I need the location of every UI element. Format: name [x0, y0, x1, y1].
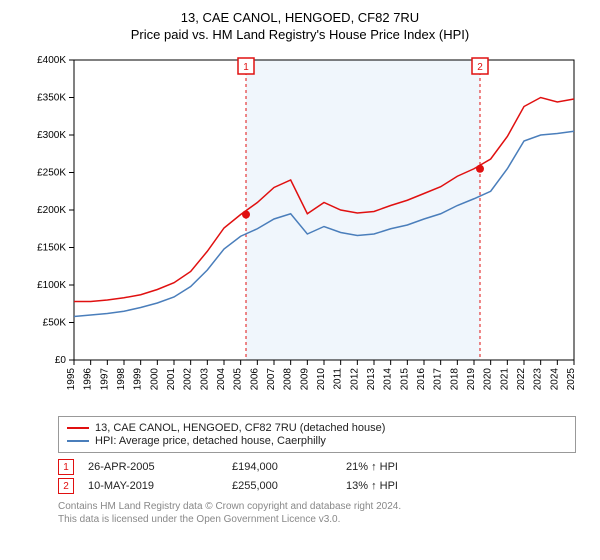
- legend: 13, CAE CANOL, HENGOED, CF82 7RU (detach…: [58, 416, 576, 453]
- svg-text:2009: 2009: [299, 368, 310, 391]
- svg-text:£300K: £300K: [37, 130, 66, 141]
- svg-text:2003: 2003: [199, 368, 210, 391]
- svg-text:2014: 2014: [383, 368, 394, 391]
- sale-marker: 2: [58, 478, 74, 494]
- svg-text:2016: 2016: [416, 368, 427, 391]
- footer: Contains HM Land Registry data © Crown c…: [58, 500, 558, 526]
- chart-title: 13, CAE CANOL, HENGOED, CF82 7RU: [16, 10, 584, 25]
- svg-text:2024: 2024: [549, 368, 560, 391]
- legend-swatch: [67, 440, 89, 442]
- footer-line: Contains HM Land Registry data © Crown c…: [58, 500, 558, 513]
- svg-text:2000: 2000: [149, 368, 160, 391]
- svg-text:£150K: £150K: [37, 243, 66, 254]
- svg-text:2001: 2001: [166, 368, 177, 391]
- legend-item: HPI: Average price, detached house, Caer…: [67, 435, 567, 447]
- sale-price: £255,000: [232, 480, 332, 492]
- svg-text:2013: 2013: [366, 368, 377, 391]
- price-chart: £0 £50K £100K £150K £200K £250K £300K £350K £400…: [24, 50, 584, 410]
- svg-text:2017: 2017: [433, 368, 444, 391]
- svg-text:2023: 2023: [533, 368, 544, 391]
- svg-text:2: 2: [477, 62, 483, 73]
- sales-list: 1 26-APR-2005 £194,000 21% ↑ HPI 2 10-MA…: [58, 459, 558, 494]
- svg-text:2021: 2021: [499, 368, 510, 391]
- legend-swatch: [67, 427, 89, 429]
- svg-text:2008: 2008: [283, 368, 294, 391]
- sale-price: £194,000: [232, 461, 332, 473]
- svg-text:2006: 2006: [249, 368, 260, 391]
- svg-text:2015: 2015: [399, 368, 410, 391]
- sale-row: 1 26-APR-2005 £194,000 21% ↑ HPI: [58, 459, 558, 475]
- svg-text:1996: 1996: [83, 368, 94, 391]
- svg-text:1: 1: [243, 62, 249, 73]
- chart-subtitle: Price paid vs. HM Land Registry's House …: [16, 27, 584, 42]
- legend-label: HPI: Average price, detached house, Caer…: [95, 435, 326, 447]
- svg-text:2005: 2005: [233, 368, 244, 391]
- sale-date: 10-MAY-2019: [88, 480, 218, 492]
- svg-text:2025: 2025: [566, 368, 577, 391]
- svg-text:2018: 2018: [449, 368, 460, 391]
- svg-text:2007: 2007: [266, 368, 277, 391]
- svg-text:£200K: £200K: [37, 205, 66, 216]
- footer-line: This data is licensed under the Open Gov…: [58, 513, 558, 526]
- sale-marker: 1: [58, 459, 74, 475]
- svg-text:£100K: £100K: [37, 280, 66, 291]
- svg-text:2010: 2010: [316, 368, 327, 391]
- svg-text:1998: 1998: [116, 368, 127, 391]
- legend-label: 13, CAE CANOL, HENGOED, CF82 7RU (detach…: [95, 422, 385, 434]
- sale-pct: 21% ↑ HPI: [346, 461, 456, 473]
- legend-item: 13, CAE CANOL, HENGOED, CF82 7RU (detach…: [67, 422, 567, 434]
- svg-text:2011: 2011: [333, 368, 344, 390]
- sale-pct: 13% ↑ HPI: [346, 480, 456, 492]
- svg-text:2020: 2020: [483, 368, 494, 391]
- svg-text:2012: 2012: [349, 368, 360, 391]
- svg-text:£400K: £400K: [37, 55, 66, 66]
- svg-text:1997: 1997: [99, 368, 110, 391]
- svg-text:1999: 1999: [133, 368, 144, 391]
- svg-text:2022: 2022: [516, 368, 527, 391]
- sale-row: 2 10-MAY-2019 £255,000 13% ↑ HPI: [58, 478, 558, 494]
- svg-text:£50K: £50K: [43, 318, 67, 329]
- svg-text:£0: £0: [55, 355, 67, 366]
- svg-text:2019: 2019: [466, 368, 477, 391]
- svg-text:1995: 1995: [66, 368, 77, 391]
- svg-text:£350K: £350K: [37, 93, 66, 104]
- svg-text:£250K: £250K: [37, 168, 66, 179]
- svg-text:2004: 2004: [216, 368, 227, 391]
- svg-text:2002: 2002: [183, 368, 194, 391]
- sale-date: 26-APR-2005: [88, 461, 218, 473]
